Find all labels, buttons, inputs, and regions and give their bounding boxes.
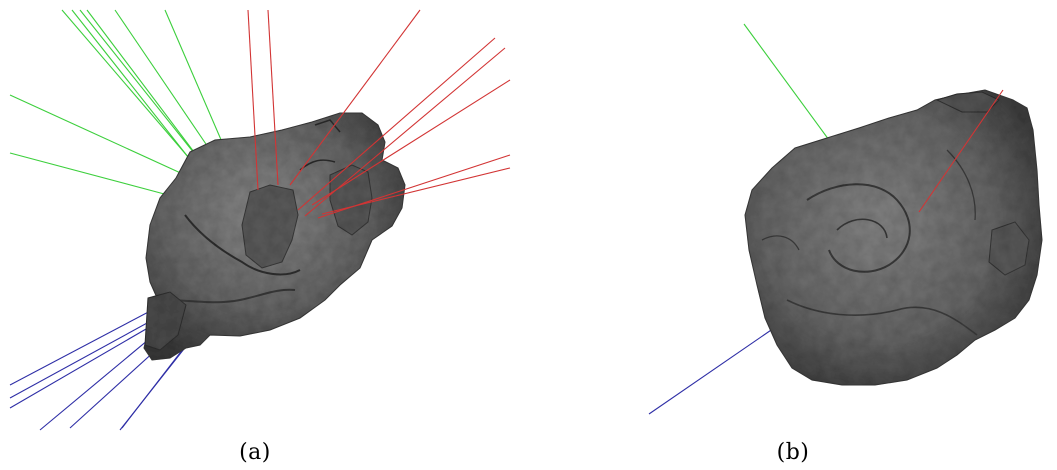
green-rays-a (9, 9, 223, 196)
green-ray-b (743, 23, 830, 141)
mesh-render-b (648, 23, 1043, 415)
red-ray-b (918, 89, 1004, 213)
caption-a: (a) (239, 440, 271, 465)
rock-mesh-b (744, 89, 1043, 386)
panel-b: (b) (537, 0, 1057, 470)
panel-a: (a) (0, 0, 520, 470)
rock-mesh-a (143, 112, 406, 361)
caption-b: (b) (776, 440, 810, 465)
red-rays-a (247, 9, 511, 219)
blue-ray-b (648, 325, 778, 415)
mesh-render-a (9, 9, 511, 431)
